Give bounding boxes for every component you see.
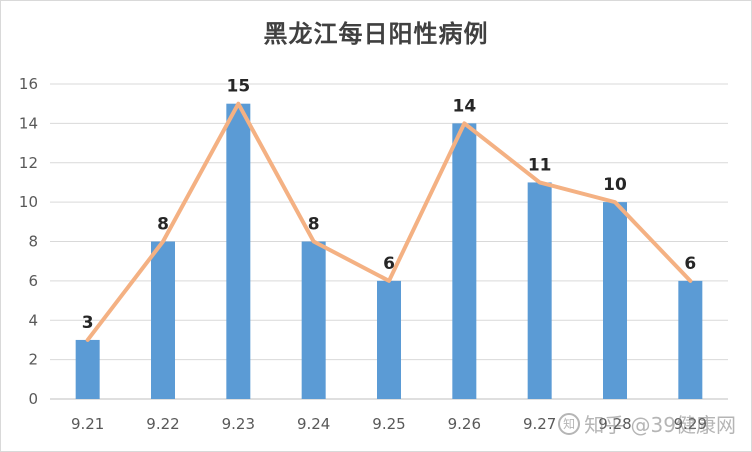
bar-9.23 <box>226 103 251 399</box>
x-tick-label: 9.27 <box>523 415 556 433</box>
y-tick-label: 2 <box>28 351 38 369</box>
bar-9.26 <box>452 123 477 399</box>
y-tick-label: 10 <box>19 193 38 211</box>
x-tick-label: 9.29 <box>674 415 707 433</box>
y-tick-label: 6 <box>28 272 38 290</box>
y-tick-label: 4 <box>28 311 38 329</box>
data-label-9.24: 8 <box>308 215 320 235</box>
watermark-text: 知乎 @39健康网 <box>584 413 736 437</box>
data-label-9.23: 15 <box>226 77 250 97</box>
bar-9.24 <box>301 241 326 399</box>
bar-9.21 <box>75 339 100 399</box>
data-label-9.21: 3 <box>82 313 94 333</box>
y-tick-label: 0 <box>28 390 38 408</box>
y-tick-label: 8 <box>28 233 38 251</box>
data-label-9.26: 14 <box>452 96 476 116</box>
data-label-9.28: 10 <box>603 175 627 195</box>
zhihu-logo-icon: 知 <box>558 412 581 435</box>
data-label-9.25: 6 <box>383 254 395 274</box>
x-tick-label: 9.21 <box>71 415 104 433</box>
data-label-9.27: 11 <box>528 155 552 175</box>
y-tick-label: 14 <box>19 114 38 132</box>
y-tick-label: 16 <box>19 75 38 93</box>
chart-title: 黑龙江每日阳性病例 <box>263 20 489 48</box>
x-tick-label: 9.28 <box>598 415 631 433</box>
x-tick-label: 9.25 <box>372 415 405 433</box>
bar-9.25 <box>377 280 401 399</box>
data-label-9.29: 6 <box>684 254 696 274</box>
x-tick-label: 9.23 <box>222 415 255 433</box>
x-tick-label: 9.22 <box>146 415 179 433</box>
bar-9.28 <box>603 202 627 399</box>
trend-line <box>85 101 693 342</box>
x-tick-label: 9.24 <box>297 415 330 433</box>
bar-9.29 <box>678 280 703 399</box>
x-tick-label: 9.26 <box>448 415 481 433</box>
bar-9.27 <box>527 182 552 399</box>
y-tick-label: 12 <box>19 154 38 172</box>
watermark: 知 知乎 @39健康网 <box>558 409 736 438</box>
data-label-9.22: 8 <box>157 215 169 235</box>
bar-9.22 <box>151 241 175 399</box>
